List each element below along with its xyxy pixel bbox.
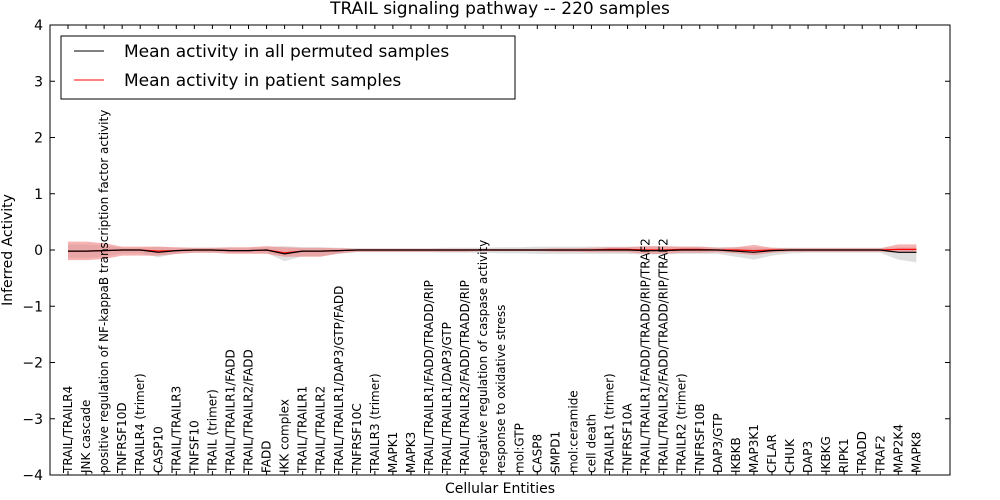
- x-tick-label: TRAIL/TRAILR2/FADD: [242, 349, 256, 474]
- y-tick-label: 0: [34, 243, 43, 259]
- x-tick-label: positive regulation of NF-kappaB transcr…: [97, 110, 111, 473]
- line-series-0: [68, 249, 917, 255]
- band-series-0: [68, 244, 917, 263]
- x-tick-label: TRAIL/TRAILR3: [169, 386, 183, 474]
- legend: Mean activity in all permuted samples Me…: [60, 35, 516, 100]
- confidence-bands: [68, 241, 917, 263]
- legend-label-patient: Mean activity in patient samples: [124, 71, 401, 91]
- x-tick-label: TRAIL/TRAILR4: [61, 386, 75, 474]
- y-axis: 4 3 2 1 0 −1 −2 −3 −4: [22, 18, 950, 484]
- y-tick-label: 4: [34, 18, 43, 34]
- legend-box: [60, 35, 516, 100]
- x-tick-label: TRAIL/TRAILR1/FADD/TRADD/RIP: [422, 280, 436, 474]
- x-tick-label: MAPK8: [909, 432, 923, 473]
- x-axis-label: Cellular Entities: [445, 481, 555, 497]
- x-tick-label: TRAILR4 (trimer): [133, 373, 147, 474]
- band-series-1: [68, 241, 917, 261]
- x-tick-label: TNFRSF10A: [621, 403, 635, 474]
- x-tick-label: TRAIL/TRAILR1/FADD: [223, 349, 237, 474]
- y-tick-label: −4: [22, 468, 43, 484]
- x-axis: TRAIL/TRAILR4 JNK cascade positive regulat…: [61, 25, 923, 475]
- x-tick-label: RIPK1: [837, 438, 851, 473]
- x-tick-label: MAPK3: [404, 432, 418, 473]
- x-tick-label: response to oxidative stress: [494, 305, 508, 473]
- x-tick-label: DAP3: [801, 441, 815, 473]
- x-tick-label: TNFRSF10C: [350, 403, 364, 474]
- x-tick-label: TRAILR3 (trimer): [368, 373, 382, 474]
- x-tick-label: mol:GTP: [512, 423, 526, 473]
- x-tick-label: TRAIL/TRAILR2/FADD/TRADD/RIP/TRAF2: [657, 238, 671, 474]
- legend-label-permuted: Mean activity in all permuted samples: [124, 42, 449, 62]
- x-tick-label: CASP10: [151, 426, 165, 473]
- x-tick-label: TRAIL (trimer): [205, 389, 219, 474]
- x-tick-label: TRAIL/TRAILR1/DAP3/GTP/FADD: [332, 286, 346, 474]
- x-tick-label: CFLAR: [765, 434, 779, 473]
- chart-title: TRAIL signaling pathway -- 220 samples: [329, 0, 670, 19]
- x-tick-label: MAPK1: [386, 432, 400, 473]
- x-tick-label: MAP2K4: [891, 424, 905, 473]
- x-tick-label: CASP8: [530, 434, 544, 473]
- x-tick-label: TRAIL/TRAILR1: [296, 386, 310, 474]
- x-tick-label: SMPD1: [548, 431, 562, 473]
- x-tick-label: TRADD: [855, 431, 869, 474]
- x-tick-label: TNFSF10: [187, 420, 201, 474]
- x-tick-label: TNFRSF10D: [115, 402, 129, 474]
- series-lines: [68, 248, 917, 255]
- x-tick-label: DAP3/GTP: [711, 413, 725, 473]
- x-tick-label: IKBKG: [819, 436, 833, 473]
- x-tick-label: mol:ceramide: [566, 390, 580, 473]
- x-tick-label: TRAILR1 (trimer): [603, 373, 617, 474]
- y-tick-label: 1: [34, 187, 43, 203]
- x-tick-label: IKK complex: [278, 399, 292, 473]
- y-tick-label: −2: [22, 356, 43, 372]
- x-tick-label: TNFRSF10B: [693, 403, 707, 474]
- x-tick-label: TRAIL/TRAILR1/FADD/TRADD/RIP/TRAF2: [639, 238, 653, 474]
- y-tick-label: −1: [22, 299, 43, 315]
- y-axis-label: Inferred Activity: [0, 194, 16, 306]
- y-tick-label: 3: [34, 74, 43, 90]
- x-tick-label: IKBKB: [729, 437, 743, 473]
- x-tick-label: MAP3K1: [747, 424, 761, 473]
- x-tick-label: TRAILR2 (trimer): [675, 373, 689, 474]
- x-tick-label: TRAIL/TRAILR2/FADD/TRADD/RIP: [458, 280, 472, 474]
- y-tick-label: −3: [22, 412, 43, 428]
- x-tick-label: negative regulation of caspase activity: [476, 240, 490, 473]
- x-tick-label: CHUK: [783, 438, 797, 473]
- x-tick-label: FADD: [260, 441, 274, 474]
- y-tick-label: 2: [34, 131, 43, 147]
- x-tick-label: TRAF2: [873, 435, 887, 474]
- x-tick-label: cell death: [584, 414, 598, 473]
- x-tick-label: JNK cascade: [79, 400, 93, 474]
- x-tick-label: TRAIL/TRAILR2: [314, 386, 328, 474]
- x-tick-label: TRAIL/TRAILR1/DAP3/GTP: [440, 322, 454, 474]
